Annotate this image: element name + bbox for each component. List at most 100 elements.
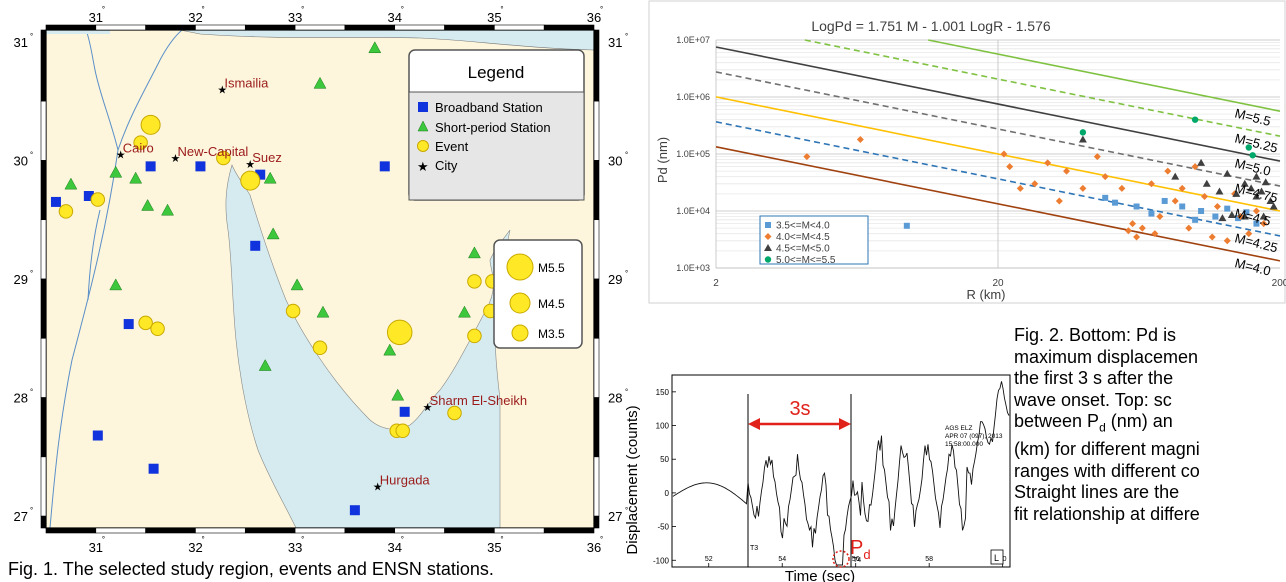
- point-triangle: [1227, 211, 1236, 219]
- point-diamond: [1252, 207, 1260, 215]
- frame-band-right: [593, 100, 600, 161]
- degree-mark: °: [600, 535, 603, 544]
- waveform-plot: Displacement (counts) 150 100 50 0 -50 -100 5…: [624, 374, 1011, 582]
- legend-marker: [765, 222, 771, 228]
- broadband-station: [92, 430, 103, 441]
- y-tick-label: 1.0E+07: [676, 35, 710, 45]
- point-triangle: [1240, 212, 1249, 220]
- event-icon: [417, 140, 429, 152]
- event-circle: [467, 328, 482, 344]
- degree-mark: °: [625, 388, 628, 397]
- point-diamond: [1178, 184, 1186, 192]
- pd-label: Pd: [850, 537, 871, 562]
- point-diamond: [1138, 224, 1146, 232]
- point-diamond: [1129, 220, 1137, 228]
- chart-legend: 3.5<=M<4.04.0<=M<4.54.5<=M<5.05.0<=M<=5.…: [759, 215, 869, 266]
- lon-tick-top: 36: [587, 10, 601, 25]
- lat-tick-left: 29: [14, 272, 28, 287]
- degree-mark: °: [30, 506, 33, 515]
- frame-band-left: [40, 219, 47, 280]
- degree-mark: °: [301, 5, 304, 14]
- y-tick-label: 1.0E+06: [676, 92, 710, 102]
- pd-scatter-chart: LogPd = 1.751 M - 1.001 LogR - 1.576 1.0…: [648, 0, 1286, 304]
- frame-band-top: [145, 24, 196, 31]
- broadband-station: [148, 463, 159, 474]
- degree-mark: °: [301, 535, 304, 544]
- legend-item-short-period: Short-period Station: [435, 120, 551, 135]
- caption-line-5: between Pd (nm) an: [1014, 411, 1173, 435]
- event-circle: [133, 135, 148, 150]
- point-square: [1133, 203, 1140, 210]
- city-label: Hurgada: [380, 473, 431, 488]
- chart-gridlines: [715, 39, 1280, 269]
- broadband-station: [399, 406, 410, 417]
- size-legend-m45: M4.5: [538, 297, 565, 311]
- frame-band-left: [40, 278, 47, 339]
- point-triangle: [1252, 172, 1261, 180]
- point-triangle: [1078, 135, 1087, 143]
- degree-mark: °: [401, 5, 404, 14]
- frame-band-left: [40, 515, 47, 529]
- city-star-icon: ★: [217, 84, 227, 96]
- event-circle: [312, 340, 328, 356]
- broadband-station: [255, 169, 266, 180]
- lat-tick-right: 28: [608, 391, 622, 406]
- frame-band-right: [593, 160, 600, 221]
- magnitude-size-legend: M5.5 M4.5 M3.5: [493, 239, 583, 349]
- caption-line-3: the first 3 s after the: [1014, 368, 1174, 388]
- point-square: [1148, 210, 1155, 217]
- mediterranean-sea: [46, 30, 110, 34]
- x-tick-label: 20: [992, 278, 1004, 289]
- lon-tick-top: 32: [188, 10, 202, 25]
- event-circle: [447, 405, 462, 421]
- point-square: [1224, 205, 1231, 212]
- lon-tick-bottom: 32: [188, 540, 202, 555]
- frame-band-right: [593, 515, 600, 529]
- point-diamond: [1079, 184, 1087, 192]
- city-label: Cairo: [123, 141, 154, 156]
- frame-band-top: [344, 24, 396, 31]
- point-diamond: [1164, 167, 1172, 175]
- frame-band-bottom: [244, 527, 296, 534]
- short-period-station: [64, 177, 78, 190]
- waveform-y-ticks: 150 100 50 0 -50 -100: [653, 388, 676, 565]
- map-legend: Legend Broadband Station Short-period St…: [408, 49, 585, 201]
- degree-mark: °: [30, 150, 33, 159]
- point-diamond: [1118, 184, 1126, 192]
- frame-band-top: [95, 24, 146, 31]
- corner-label: L: [994, 553, 999, 563]
- x-tick-label: 56: [852, 556, 860, 563]
- lon-tick-bottom: 36: [587, 540, 601, 555]
- event-circle: [140, 114, 161, 135]
- point-diamond: [1093, 153, 1101, 161]
- frame-band-right: [593, 219, 600, 280]
- caption-line-2: maximum displacemen: [1014, 346, 1199, 367]
- point-diamond: [1260, 220, 1268, 228]
- mediterranean-sea: [179, 29, 595, 51]
- y-tick-label: 0: [665, 489, 670, 498]
- frame-band-bottom: [294, 527, 346, 534]
- degree-mark: °: [30, 388, 33, 397]
- map-stations: [50, 41, 481, 516]
- short-period-station: [266, 227, 280, 240]
- lon-tick-bottom: 34: [387, 540, 401, 555]
- nile-river: [49, 29, 183, 529]
- frame-band-left: [40, 397, 47, 458]
- point-diamond: [1185, 224, 1193, 232]
- point-square: [1179, 203, 1186, 210]
- fit-line: [928, 39, 1281, 112]
- degree-mark: °: [102, 5, 105, 14]
- frame-band-top: [294, 24, 346, 31]
- event-circle: [285, 303, 301, 319]
- arrow-right-head: [839, 418, 851, 430]
- short-period-station: [316, 305, 330, 318]
- degree-mark: °: [201, 535, 204, 544]
- lon-tick-top: 34: [387, 10, 401, 25]
- frame-band-left: [40, 456, 47, 517]
- lat-tick-right: 31: [608, 35, 622, 50]
- point-diamond: [1101, 173, 1109, 181]
- legend-marker: [764, 256, 772, 263]
- short-period-station: [290, 278, 304, 291]
- broadband-station: [379, 161, 390, 172]
- lat-tick-right: 30: [608, 153, 622, 168]
